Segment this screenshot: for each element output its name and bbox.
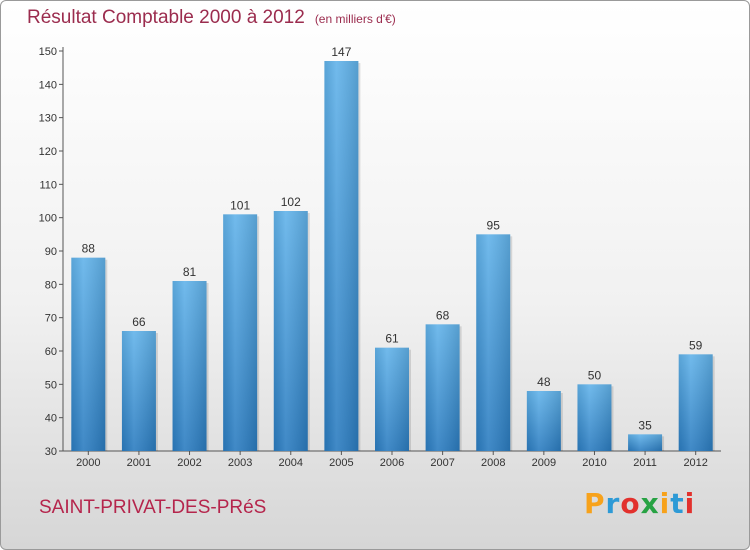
x-tick-label: 2003 bbox=[228, 457, 252, 469]
y-tick-label: 90 bbox=[45, 246, 57, 258]
bar-shading bbox=[121, 331, 156, 451]
y-tick-label: 110 bbox=[39, 179, 57, 191]
x-tick-label: 2009 bbox=[532, 457, 556, 469]
x-tick-label: 2006 bbox=[380, 457, 404, 469]
bar-shading bbox=[476, 234, 511, 451]
x-tick-label: 2012 bbox=[683, 457, 707, 469]
bar-2004 bbox=[273, 211, 310, 451]
x-tick-label: 2000 bbox=[76, 457, 100, 469]
y-tick-label: 40 bbox=[45, 413, 57, 425]
bar-value-label: 50 bbox=[588, 368, 602, 382]
bar-value-label: 48 bbox=[537, 375, 551, 389]
bar-shading bbox=[425, 324, 460, 451]
bar-shading bbox=[71, 257, 106, 451]
y-tick-label: 120 bbox=[39, 146, 57, 158]
y-tick-label: 50 bbox=[45, 379, 57, 391]
x-tick-label: 2007 bbox=[430, 457, 454, 469]
bar-value-label: 81 bbox=[183, 265, 197, 279]
logo-letter: x bbox=[640, 487, 660, 520]
bar-2005 bbox=[324, 61, 361, 451]
bar-shading bbox=[273, 211, 308, 451]
x-tick-label: 2005 bbox=[329, 457, 353, 469]
logo-letter: t bbox=[670, 487, 685, 520]
y-tick-label: 30 bbox=[45, 446, 57, 458]
logo-letter: i bbox=[659, 487, 671, 520]
x-tick-label: 2008 bbox=[481, 457, 505, 469]
y-tick-label: 80 bbox=[45, 279, 57, 291]
bar-2012 bbox=[678, 354, 715, 451]
y-tick-label: 60 bbox=[45, 346, 57, 358]
x-tick-label: 2001 bbox=[127, 457, 151, 469]
x-tick-label: 2011 bbox=[633, 457, 657, 469]
bar-value-label: 61 bbox=[385, 332, 399, 346]
x-tick-label: 2002 bbox=[177, 457, 201, 469]
bar-2003 bbox=[223, 214, 260, 451]
chart-subtitle: (en milliers d'€) bbox=[314, 12, 396, 26]
logo-letter: i bbox=[684, 487, 696, 520]
bar-2008 bbox=[476, 234, 513, 451]
logo-letter: P bbox=[584, 487, 606, 520]
bar-value-label: 102 bbox=[281, 195, 301, 209]
bar-shading bbox=[628, 434, 663, 451]
y-tick-label: 150 bbox=[39, 46, 57, 58]
bar-2000 bbox=[71, 257, 108, 451]
bar-shading bbox=[375, 347, 409, 451]
bar-value-label: 95 bbox=[487, 218, 501, 232]
bar-shading bbox=[172, 281, 207, 451]
bar-2007 bbox=[425, 324, 462, 451]
x-tick-label: 2010 bbox=[582, 457, 606, 469]
x-tick-label: 2004 bbox=[279, 457, 303, 469]
bar-value-label: 68 bbox=[436, 308, 450, 322]
bar-shading bbox=[678, 354, 713, 451]
bar-value-label: 101 bbox=[230, 198, 250, 212]
bar-value-label: 88 bbox=[82, 242, 96, 256]
bar-shading bbox=[324, 61, 359, 451]
y-tick-label: 100 bbox=[39, 213, 57, 225]
y-tick-label: 130 bbox=[39, 113, 57, 125]
bar-value-label: 35 bbox=[638, 418, 652, 432]
bar-value-label: 66 bbox=[132, 315, 146, 329]
bar-2002 bbox=[172, 281, 209, 451]
bar-2010 bbox=[577, 384, 614, 451]
bar-2006 bbox=[375, 347, 411, 451]
y-tick-label: 140 bbox=[39, 79, 57, 91]
chart-title: Résultat Comptable 2000 à 2012 (en millie… bbox=[27, 7, 396, 28]
proxiti-logo: Proxiti bbox=[584, 487, 695, 520]
bar-2009 bbox=[526, 391, 563, 451]
y-tick-label: 70 bbox=[45, 313, 57, 325]
bar-shading bbox=[223, 214, 258, 451]
location-name: SAINT-PRIVAT-DES-PRéS bbox=[39, 497, 267, 518]
logo-letter: r bbox=[605, 487, 621, 520]
bar-value-label: 147 bbox=[331, 45, 351, 59]
bar-value-label: 59 bbox=[689, 338, 703, 352]
bar-shading bbox=[577, 384, 612, 451]
bar-2001 bbox=[121, 331, 158, 451]
bar-2011 bbox=[628, 434, 665, 451]
bar-shading bbox=[526, 391, 561, 451]
logo-letter: o bbox=[620, 487, 641, 520]
